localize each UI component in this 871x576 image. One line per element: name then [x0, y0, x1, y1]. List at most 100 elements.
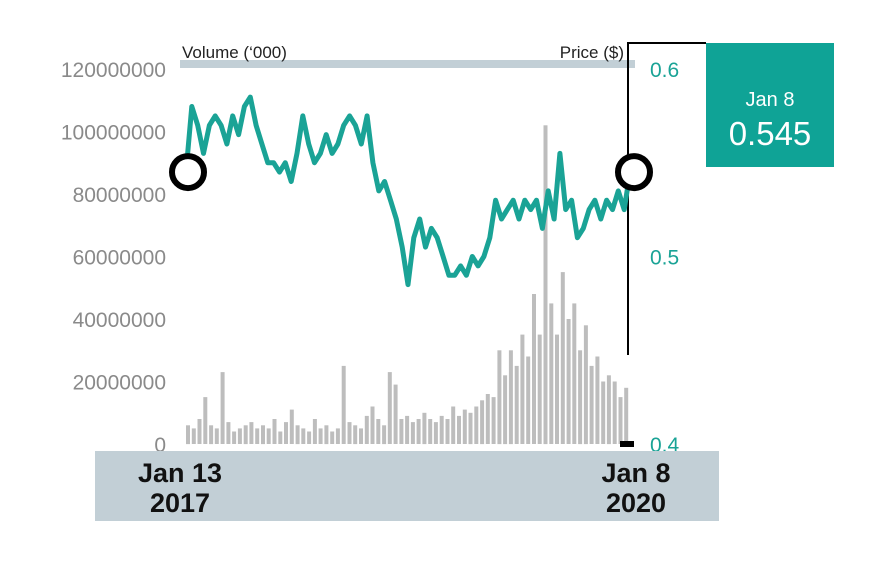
volume-bar	[606, 375, 611, 445]
start-year-label: 2017	[150, 488, 210, 518]
volume-bar	[364, 415, 369, 444]
volume-bar	[330, 431, 335, 444]
volume-bar	[335, 428, 340, 444]
volume-bar	[439, 415, 444, 444]
volume-bar	[572, 303, 577, 444]
volume-bar	[295, 425, 300, 445]
volume-bar	[243, 425, 248, 445]
current-date-bracket	[627, 42, 706, 355]
volume-bar	[549, 303, 554, 444]
volume-bar	[457, 415, 461, 444]
price-line	[183, 94, 633, 288]
volume-bar	[560, 272, 565, 444]
volume-bar	[261, 425, 265, 445]
volume-bar	[191, 428, 196, 444]
volume-bar	[382, 425, 387, 445]
right-tick-label: 0.6	[650, 59, 679, 82]
volume-bar	[376, 419, 381, 444]
end-year-label: 2020	[606, 488, 666, 518]
volume-bar	[370, 406, 375, 444]
volume-bar	[555, 334, 559, 444]
volume-bar	[624, 387, 629, 445]
volume-bar	[272, 419, 277, 444]
volume-bar	[232, 431, 237, 444]
volume-bar	[601, 381, 606, 444]
volume-bar	[583, 325, 588, 445]
volume-bar	[353, 425, 358, 445]
volume-bar	[422, 412, 427, 445]
volume-bars	[186, 125, 629, 445]
volume-bar	[405, 415, 410, 444]
end-marker	[615, 153, 653, 192]
left-tick-label: 40000000	[73, 309, 166, 332]
volume-bar	[255, 428, 260, 444]
volume-bar	[612, 381, 617, 444]
volume-bar	[393, 384, 398, 444]
volume-bar	[520, 334, 525, 444]
volume-bar	[497, 350, 502, 445]
volume-bar	[289, 409, 294, 444]
volume-bar	[566, 319, 571, 444]
left-axis-title: Volume (‘000)	[182, 43, 287, 62]
volume-bar	[387, 372, 392, 444]
price-callout-box	[706, 43, 834, 167]
volume-bar	[301, 428, 306, 444]
left-tick-label: 60000000	[73, 247, 166, 270]
current-date-tick	[620, 441, 634, 447]
volume-bar	[595, 356, 600, 444]
start-marker	[169, 153, 207, 192]
volume-bar	[468, 412, 473, 445]
volume-bar	[462, 409, 467, 444]
volume-bar	[451, 406, 456, 444]
volume-bar	[410, 422, 415, 444]
volume-bar	[508, 350, 513, 445]
volume-bar	[318, 428, 323, 444]
right-axis-ticks: 0.40.50.6	[650, 59, 680, 457]
right-tick-label: 0.5	[650, 247, 679, 270]
volume-bar	[214, 428, 219, 444]
volume-bar	[209, 425, 214, 445]
volume-bar	[618, 397, 623, 444]
volume-bar	[589, 365, 594, 444]
volume-bar	[347, 422, 352, 444]
left-tick-label: 80000000	[73, 184, 166, 207]
volume-bar	[526, 356, 531, 444]
volume-bar	[491, 397, 496, 444]
top-axis-band	[180, 60, 635, 68]
volume-bar	[578, 350, 583, 445]
volume-bar	[537, 334, 542, 444]
volume-bar	[197, 419, 202, 444]
volume-bar	[284, 422, 288, 444]
left-tick-label: 0	[154, 434, 166, 457]
volume-bar	[226, 422, 231, 444]
volume-bar	[480, 400, 485, 445]
volume-bar	[203, 397, 208, 444]
volume-bar	[186, 425, 190, 445]
volume-bar	[249, 422, 254, 444]
left-tick-label: 100000000	[61, 122, 166, 145]
volume-bar	[341, 365, 346, 444]
left-axis-ticks: 0 20000000 40000000 60000000 80000000 1000000…	[61, 59, 166, 457]
volume-bar	[514, 365, 519, 444]
volume-bar	[433, 422, 438, 444]
end-date-label: Jan 8	[601, 458, 670, 488]
left-tick-label: 20000000	[73, 372, 166, 395]
right-axis-title: Price ($)	[560, 43, 624, 62]
volume-bar	[428, 419, 433, 444]
volume-bar	[324, 425, 329, 445]
volume-bar	[359, 428, 363, 444]
volume-bar	[416, 419, 421, 444]
volume-bar	[543, 125, 548, 445]
volume-bar	[474, 406, 479, 444]
volume-bar	[278, 431, 283, 444]
volume-bar	[485, 394, 490, 444]
volume-bar	[237, 428, 242, 444]
start-date-label: Jan 13	[138, 458, 222, 488]
volume-bar	[532, 294, 536, 444]
volume-bar	[220, 372, 225, 444]
volume-bar	[312, 419, 317, 444]
volume-bar	[266, 428, 271, 444]
date-axis-band	[95, 451, 719, 521]
volume-bar	[503, 375, 508, 445]
